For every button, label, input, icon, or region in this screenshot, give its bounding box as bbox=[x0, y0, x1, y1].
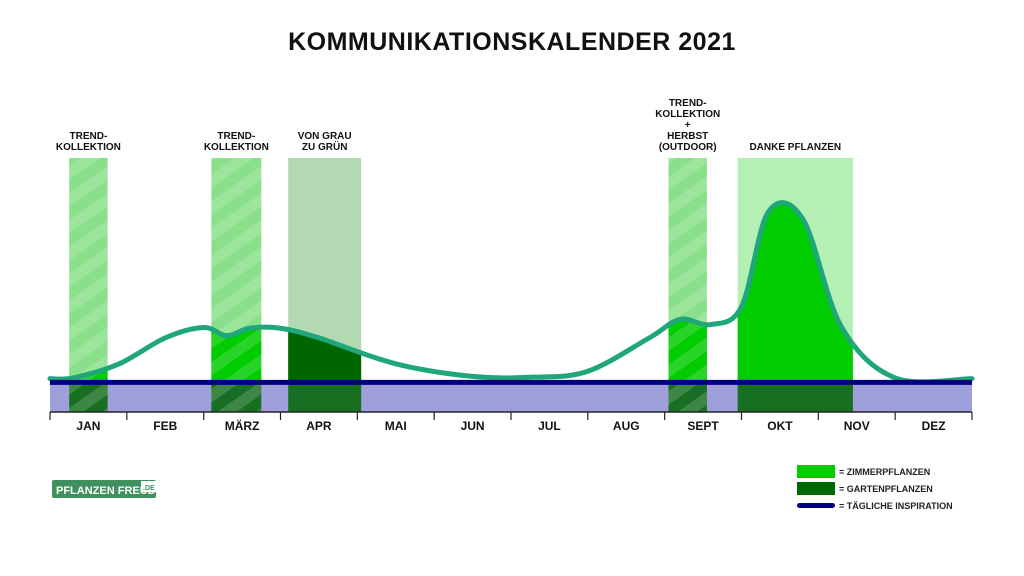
legend-zimmer-label: = ZIMMERPFLANZEN bbox=[839, 467, 930, 477]
band-4-base bbox=[737, 380, 853, 412]
x-tick-label-2: MÄRZ bbox=[225, 418, 260, 433]
x-tick-label-4: MAI bbox=[385, 419, 407, 433]
band-3-label-line-1: KOLLEKTION bbox=[655, 109, 720, 120]
band-1-stripes bbox=[211, 158, 262, 412]
pflanzenfreude-logo: PFLANZEN FREUDE .DE bbox=[52, 480, 163, 498]
legend-zimmer-swatch bbox=[797, 465, 835, 478]
band-3-label-line-0: TREND- bbox=[669, 98, 707, 109]
logo-text: PFLANZEN FREUDE bbox=[56, 485, 163, 497]
x-tick-label-8: SEPT bbox=[687, 419, 719, 433]
band-1-label-line-1: KOLLEKTION bbox=[204, 142, 269, 153]
logo-suffix: .DE bbox=[143, 485, 155, 492]
chart-title: KOMMUNIKATIONSKALENDER 2021 bbox=[288, 28, 736, 56]
logo-suffix-background bbox=[141, 481, 157, 492]
band-2-label-line-0: VON GRAU bbox=[298, 131, 352, 142]
x-tick-label-10: NOV bbox=[844, 419, 870, 433]
x-tick-label-9: OKT bbox=[767, 419, 793, 433]
legend-inspiration-label: = TÄGLICHE INSPIRATION bbox=[839, 501, 953, 511]
x-tick-label-7: AUG bbox=[613, 419, 640, 433]
x-tick-label-6: JUL bbox=[538, 419, 561, 433]
band-1-label-line-0: TREND- bbox=[217, 131, 255, 142]
band-3-stripes bbox=[668, 158, 707, 412]
x-tick-label-0: JAN bbox=[76, 419, 100, 433]
band-0-label-line-1: KOLLEKTION bbox=[56, 142, 121, 153]
band-3-label-line-2: + bbox=[685, 120, 691, 131]
band-3-label-line-4: (OUTDOOR) bbox=[659, 142, 717, 153]
band-2-base bbox=[288, 380, 362, 412]
legend-garten-swatch bbox=[797, 482, 835, 495]
legend: = ZIMMERPFLANZEN = GARTENPFLANZEN = TÄGLIC… bbox=[797, 465, 953, 511]
band-4-label-line-0: DANKE PFLANZEN bbox=[749, 142, 841, 153]
x-axis: JAN FEB MÄRZ APR MAI JUN JUL AUG SEPT OKT NOV DEZ bbox=[49, 411, 973, 433]
band-0-label-line-0: TREND- bbox=[70, 131, 108, 142]
band-3-label-line-3: HERBST bbox=[667, 131, 708, 142]
x-tick-label-11: DEZ bbox=[922, 419, 946, 433]
legend-garten-label: = GARTENPFLANZEN bbox=[839, 484, 933, 494]
legend-inspiration-swatch bbox=[797, 503, 835, 508]
x-tick-label-5: JUN bbox=[461, 419, 485, 433]
logo-background bbox=[52, 480, 156, 498]
x-tick-label-1: FEB bbox=[153, 419, 177, 433]
band-2-label-line-1: ZU GRÜN bbox=[302, 140, 348, 153]
x-tick-label-3: APR bbox=[306, 419, 332, 433]
attention-curve-line bbox=[47, 200, 975, 385]
